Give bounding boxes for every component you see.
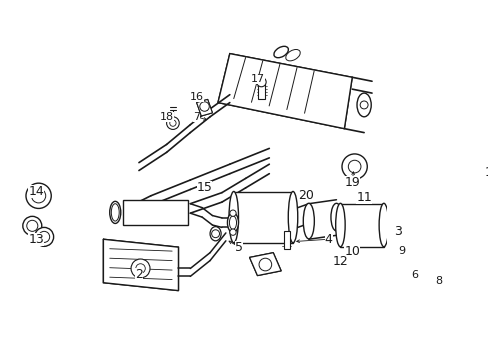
Circle shape	[405, 268, 416, 279]
Circle shape	[392, 244, 406, 258]
Circle shape	[136, 264, 145, 273]
Ellipse shape	[285, 49, 300, 61]
Text: 9: 9	[398, 246, 405, 256]
Circle shape	[169, 120, 176, 126]
Circle shape	[166, 117, 179, 130]
Text: 13: 13	[28, 233, 44, 246]
Ellipse shape	[228, 192, 238, 243]
Bar	[123, 200, 187, 225]
Circle shape	[211, 230, 219, 238]
Bar	[340, 204, 383, 247]
Circle shape	[27, 220, 38, 231]
Circle shape	[200, 102, 209, 111]
Text: 11: 11	[356, 191, 371, 204]
Polygon shape	[218, 54, 351, 129]
Text: 18: 18	[159, 112, 173, 122]
Ellipse shape	[330, 203, 341, 231]
Ellipse shape	[111, 204, 119, 221]
Circle shape	[35, 228, 54, 246]
Text: 17: 17	[251, 74, 265, 84]
Polygon shape	[249, 253, 281, 276]
Ellipse shape	[109, 201, 121, 224]
Text: 4: 4	[324, 233, 332, 246]
Text: 6: 6	[410, 270, 417, 280]
Ellipse shape	[227, 213, 238, 233]
Circle shape	[407, 270, 414, 276]
Text: 20: 20	[298, 189, 314, 202]
Bar	[283, 231, 289, 249]
Text: 10: 10	[344, 244, 360, 258]
Bar	[258, 84, 265, 99]
Circle shape	[259, 258, 271, 271]
Circle shape	[26, 183, 51, 208]
Polygon shape	[196, 99, 212, 116]
Circle shape	[341, 154, 366, 179]
Circle shape	[31, 189, 46, 203]
Ellipse shape	[356, 93, 370, 117]
Circle shape	[131, 259, 150, 278]
Polygon shape	[103, 239, 178, 291]
Text: 1: 1	[483, 166, 488, 179]
Ellipse shape	[303, 203, 314, 239]
Text: 3: 3	[393, 225, 401, 238]
Text: 5: 5	[235, 240, 243, 254]
Ellipse shape	[335, 203, 345, 247]
Text: 16: 16	[189, 92, 203, 102]
Ellipse shape	[288, 192, 297, 243]
Circle shape	[256, 77, 265, 87]
Text: 8: 8	[435, 276, 442, 286]
Text: 7: 7	[193, 112, 200, 122]
Text: 19: 19	[344, 176, 359, 189]
Ellipse shape	[210, 226, 221, 241]
Ellipse shape	[273, 46, 288, 58]
Ellipse shape	[378, 203, 388, 247]
Circle shape	[39, 231, 50, 242]
Text: 12: 12	[332, 255, 347, 268]
Text: 2: 2	[135, 268, 142, 281]
Circle shape	[421, 271, 432, 282]
Circle shape	[360, 101, 367, 109]
Text: 15: 15	[196, 181, 212, 194]
Circle shape	[347, 160, 360, 173]
Circle shape	[23, 216, 41, 235]
Ellipse shape	[229, 216, 236, 229]
Bar	[427, 263, 442, 269]
Circle shape	[229, 229, 236, 235]
Circle shape	[229, 210, 236, 216]
Bar	[433, 274, 447, 280]
Text: 14: 14	[28, 185, 44, 198]
Bar	[233, 192, 292, 243]
